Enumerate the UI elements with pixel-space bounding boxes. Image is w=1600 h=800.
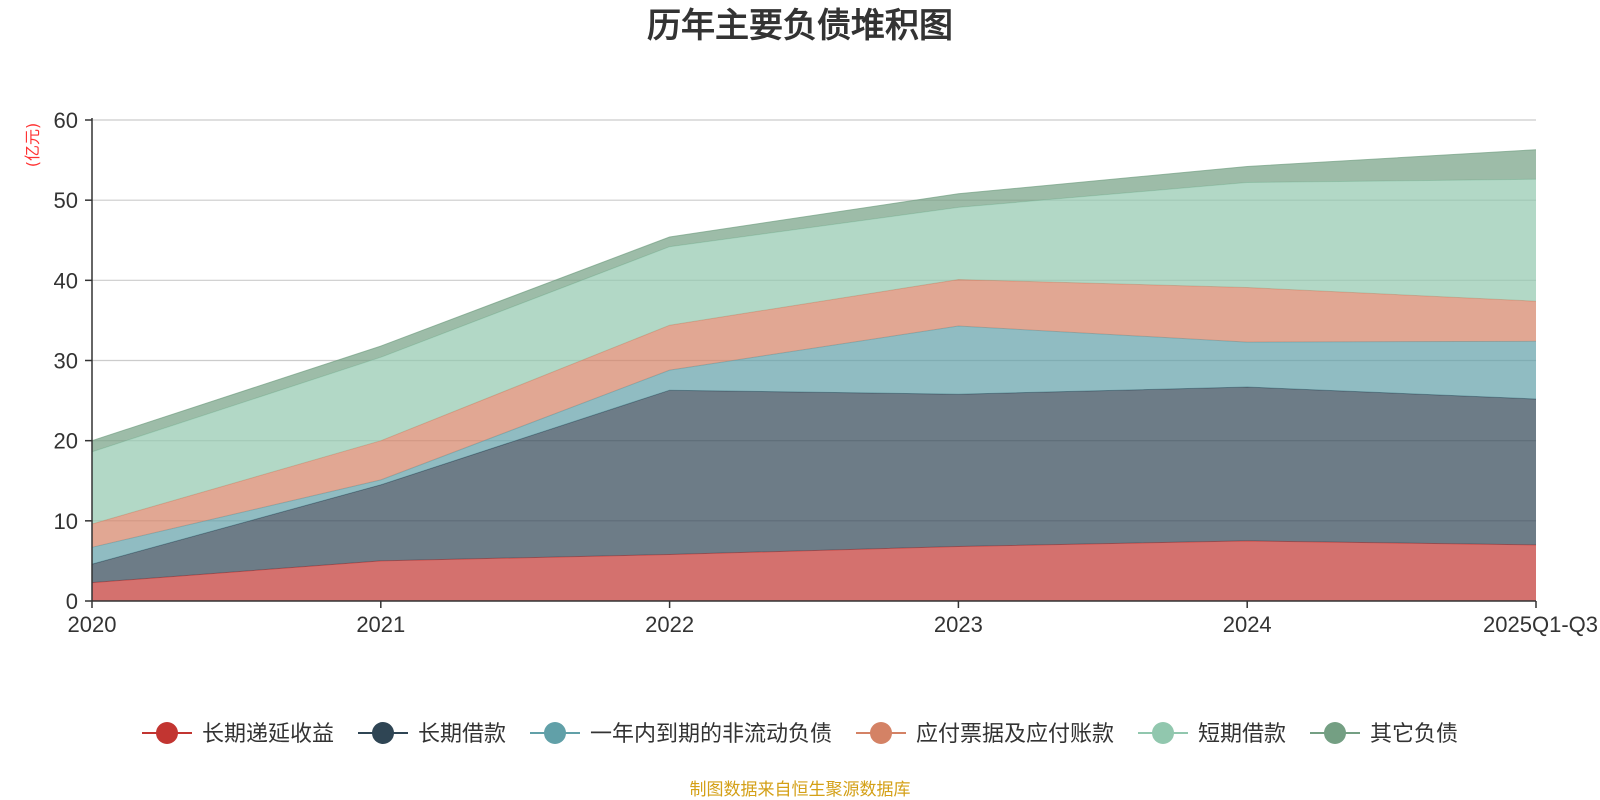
legend: 长期递延收益 长期借款 一年内到期的非流动负债 应付票据及应付账款 短期借款 其它负债 bbox=[142, 722, 1458, 747]
area-series-0 bbox=[92, 540, 1536, 601]
y-tick-label: 10 bbox=[54, 509, 78, 534]
x-tick-label: 2023 bbox=[934, 612, 983, 637]
x-tick-label: 2025Q1-Q3 bbox=[1483, 612, 1598, 637]
area-series-1 bbox=[92, 387, 1536, 583]
legend-label: 长期借款 bbox=[418, 722, 506, 747]
legend-label: 短期借款 bbox=[1198, 722, 1286, 747]
legend-marker-icon bbox=[1324, 722, 1346, 744]
legend-item-4[interactable]: 短期借款 bbox=[1138, 722, 1286, 747]
x-tick-label: 2022 bbox=[645, 612, 694, 637]
legend-marker-icon bbox=[544, 722, 566, 744]
legend-marker-icon bbox=[372, 722, 394, 744]
area-series-line-5 bbox=[91, 149, 1537, 442]
y-tick-label: 50 bbox=[54, 188, 78, 213]
legend-marker-icon bbox=[870, 722, 892, 744]
legend-item-5[interactable]: 其它负债 bbox=[1310, 722, 1458, 747]
legend-label: 其它负债 bbox=[1370, 722, 1458, 747]
y-tick-label: 30 bbox=[54, 349, 78, 374]
y-tick-label: 0 bbox=[66, 589, 78, 614]
legend-label: 一年内到期的非流动负债 bbox=[590, 722, 832, 747]
legend-item-3[interactable]: 应付票据及应付账款 bbox=[856, 722, 1114, 747]
legend-label: 长期递延收益 bbox=[202, 722, 334, 747]
x-tick-label: 2020 bbox=[68, 612, 117, 637]
area-series bbox=[91, 149, 1537, 601]
legend-item-0[interactable]: 长期递延收益 bbox=[142, 722, 334, 747]
area-series-3 bbox=[92, 279, 1536, 548]
chart-title: 历年主要负债堆积图 bbox=[647, 6, 953, 46]
axes: 0 10 20 30 40 50 60 2020 2021 2022 2023 2024 2025Q1-… bbox=[54, 108, 1598, 637]
area-series-4 bbox=[92, 179, 1536, 525]
area-series-5 bbox=[92, 149, 1536, 452]
x-tick-label: 2021 bbox=[356, 612, 405, 637]
x-tick-label: 2024 bbox=[1223, 612, 1272, 637]
legend-item-1[interactable]: 长期借款 bbox=[358, 722, 506, 747]
data-source-note: 制图数据来自恒生聚源数据库 bbox=[690, 780, 911, 800]
legend-item-2[interactable]: 一年内到期的非流动负债 bbox=[530, 722, 832, 747]
legend-label: 应付票据及应付账款 bbox=[916, 722, 1114, 747]
y-tick-label: 40 bbox=[54, 268, 78, 293]
y-tick-label: 60 bbox=[54, 108, 78, 133]
legend-marker-icon bbox=[156, 722, 178, 744]
y-axis-unit-label: (亿元) bbox=[23, 123, 42, 168]
legend-marker-icon bbox=[1152, 722, 1174, 744]
area-series-2 bbox=[92, 326, 1536, 565]
y-tick-label: 20 bbox=[54, 429, 78, 454]
